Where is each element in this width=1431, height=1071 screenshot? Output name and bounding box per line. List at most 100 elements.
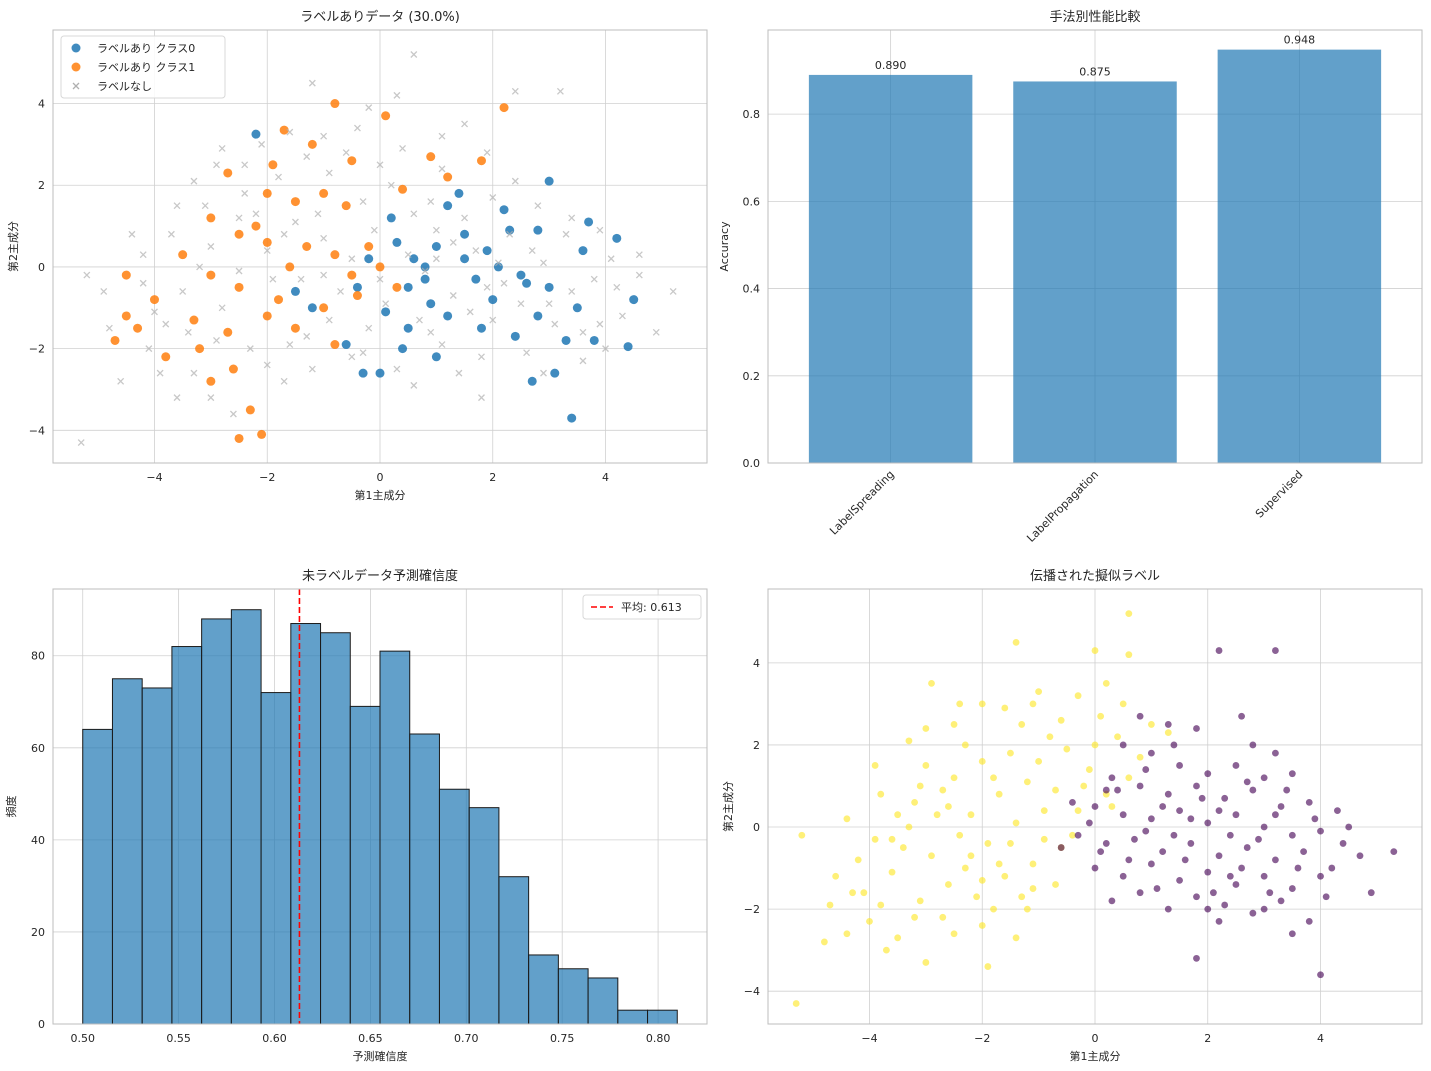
histogram-bar xyxy=(409,733,440,1025)
scatter-point-x xyxy=(167,230,175,238)
y-tick-label: −2 xyxy=(744,903,760,916)
scatter-point xyxy=(1243,844,1251,851)
scatter-point xyxy=(629,295,639,305)
scatter-point xyxy=(1226,872,1234,880)
histogram-bar xyxy=(587,977,619,1025)
scatter-point xyxy=(1142,766,1150,773)
scatter-point xyxy=(939,913,947,921)
scatter-point xyxy=(510,331,520,341)
scatter-point xyxy=(1040,835,1048,843)
histogram-bar xyxy=(379,650,411,1025)
scatter-point-x xyxy=(635,271,643,279)
y-tick-label: 20 xyxy=(31,926,45,939)
scatter-point-x xyxy=(511,177,519,185)
scatter-point xyxy=(1007,749,1014,757)
scatter-point xyxy=(1288,770,1296,778)
scatter-point xyxy=(1164,790,1172,798)
scatter-point xyxy=(544,176,554,186)
scatter-point xyxy=(1023,778,1031,786)
histogram-bar xyxy=(230,609,262,1025)
scatter-point xyxy=(832,872,840,880)
scatter-point xyxy=(1147,721,1155,728)
scatter-labeled-panel: ラベルありデータ (30.0%) −4 −2 0 2 4 −4 −2 0 2 4 第1主成分 第2主成分… xyxy=(6,9,708,502)
scatter-point xyxy=(1063,745,1071,753)
scatter-point xyxy=(133,323,143,333)
scatter-point xyxy=(995,860,1003,868)
scatter-point-x xyxy=(478,394,485,402)
chart-title: 手法別性能比較 xyxy=(1049,10,1140,25)
x-tick-label: −2 xyxy=(259,471,275,484)
scatter-point xyxy=(262,188,272,198)
scatter-point xyxy=(319,303,329,313)
scatter-point xyxy=(533,225,543,235)
scatter-point-x xyxy=(196,263,204,271)
scatter-point xyxy=(978,757,986,765)
scatter-point xyxy=(894,934,902,942)
scatter-point-x xyxy=(342,149,350,157)
scatter-point xyxy=(589,335,599,345)
scatter-point xyxy=(854,856,862,864)
scatter-point xyxy=(922,959,930,966)
scatter-point xyxy=(849,889,856,897)
scatter-point xyxy=(871,835,879,843)
scatter-point-x xyxy=(201,202,209,210)
scatter-point-x xyxy=(190,369,198,377)
scatter-point-x xyxy=(77,439,85,447)
scatter-point xyxy=(347,156,357,166)
scatter-point xyxy=(792,1000,800,1007)
scatter-point-x xyxy=(489,316,497,324)
scatter-point xyxy=(398,184,408,194)
scatter-point xyxy=(1074,831,1082,839)
scatter-point xyxy=(223,168,233,178)
y-tick-label: 60 xyxy=(31,742,45,755)
scatter-point xyxy=(1091,647,1099,654)
scatter-point xyxy=(843,930,851,938)
scatter-point xyxy=(973,893,981,901)
scatter-point xyxy=(302,242,312,251)
scatter-point xyxy=(1136,782,1144,790)
scatter-point xyxy=(911,913,918,921)
scatter-point-x xyxy=(652,328,660,336)
x-tick-label: 4 xyxy=(602,471,609,484)
scatter-point xyxy=(330,250,340,260)
scatter-point xyxy=(1204,819,1212,827)
scatter-point xyxy=(860,889,868,897)
x-tick-label: 0.55 xyxy=(166,1032,191,1045)
scatter-point-x xyxy=(229,410,237,418)
scatter-point xyxy=(945,881,952,888)
scatter-point-x xyxy=(376,161,384,169)
x-tick-label: 0.75 xyxy=(550,1032,575,1045)
scatter-point-x xyxy=(489,194,497,201)
scatter-point-x xyxy=(286,341,294,348)
scatter-point-x xyxy=(449,238,457,246)
scatter-point xyxy=(443,172,453,182)
scatter-point xyxy=(1153,885,1161,892)
scatter-point-x xyxy=(416,316,423,324)
histogram-bar xyxy=(201,618,232,1025)
scatter-point xyxy=(381,111,391,121)
scatter-point xyxy=(392,237,402,247)
scatter-point xyxy=(234,229,244,239)
scatter-point xyxy=(922,725,930,732)
scatter-point xyxy=(251,221,261,231)
scatter-point xyxy=(1125,651,1133,659)
scatter-point-x xyxy=(540,369,547,377)
scatter-point-x xyxy=(528,247,536,255)
scatter-point xyxy=(1125,610,1133,618)
scatter-point-x xyxy=(179,287,187,295)
scatter-point xyxy=(1187,815,1195,823)
scatter-point-x xyxy=(399,145,407,152)
scatter-point xyxy=(262,237,272,247)
histogram-bar xyxy=(171,646,203,1025)
scatter-point xyxy=(1097,848,1105,856)
scatter-point xyxy=(1272,856,1279,864)
y-tick-label: −4 xyxy=(29,424,45,437)
scatter-point xyxy=(843,815,851,823)
scatter-point-x xyxy=(325,169,333,177)
scatter-point-x xyxy=(613,283,621,291)
x-tick-label: 0 xyxy=(377,471,384,484)
scatter-point xyxy=(1176,762,1183,769)
scatter-point-x xyxy=(83,271,91,279)
scatter-point xyxy=(1057,844,1065,851)
scatter-point xyxy=(1018,893,1026,901)
